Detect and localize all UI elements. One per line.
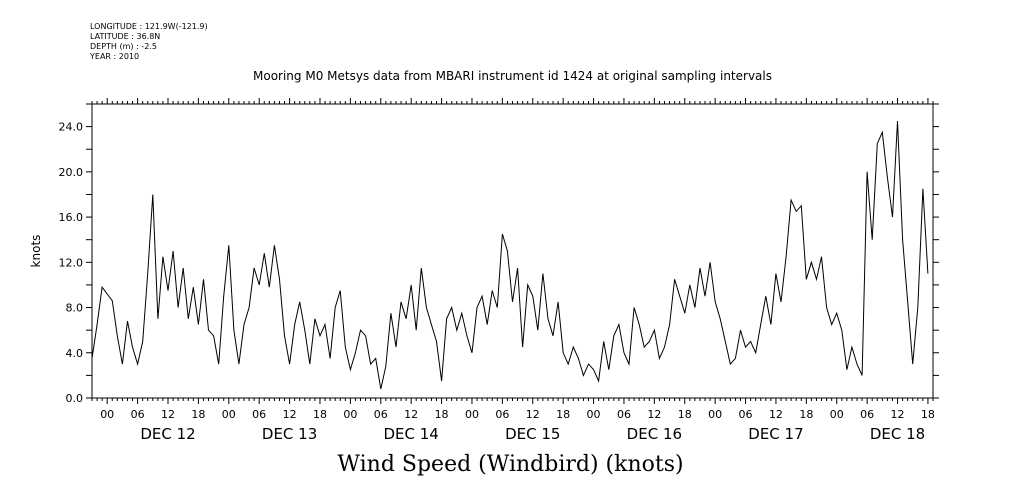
year-label: YEAR : 2010 [90,52,140,61]
x-day-label: DEC 15 [505,425,560,443]
chart-xlabel: Wind Speed (Windbird) (knots) [337,452,684,477]
x-hour-tick-label: 18 [678,408,692,421]
x-hour-tick-label: 00 [830,408,844,421]
latitude-label: LATITUDE : 36.8N [90,32,161,41]
x-hour-tick-label: 12 [283,408,297,421]
x-day-label: DEC 17 [748,425,803,443]
x-hour-tick-label: 06 [495,408,509,421]
y-tick-label: 24.0 [59,121,84,134]
x-hour-tick-label: 18 [313,408,327,421]
x-hour-tick-label: 00 [465,408,479,421]
y-tick-label: 12.0 [59,256,84,269]
longitude-label: LONGITUDE : 121.9W(-121.9) [90,22,208,31]
x-hour-tick-label: 12 [526,408,540,421]
x-hour-tick-label: 18 [921,408,935,421]
x-day-label: DEC 16 [627,425,682,443]
x-hour-tick-label: 12 [769,408,783,421]
x-day-label: DEC 13 [262,425,317,443]
x-hour-tick-label: 06 [374,408,388,421]
x-hour-tick-label: 12 [891,408,905,421]
y-tick-label: 16.0 [59,211,84,224]
y-axis-label: knots [29,235,43,268]
x-hour-tick-label: 18 [556,408,570,421]
x-hour-tick-label: 18 [191,408,205,421]
y-tick-label: 0.0 [66,392,84,405]
x-hour-tick-label: 00 [222,408,236,421]
x-hour-tick-label: 06 [860,408,874,421]
y-tick-label: 20.0 [59,166,84,179]
x-hour-tick-label: 12 [404,408,418,421]
x-hour-tick-label: 00 [343,408,357,421]
x-day-label: DEC 18 [870,425,925,443]
x-hour-tick-label: 12 [161,408,175,421]
x-day-label: DEC 14 [383,425,438,443]
depth-label: DEPTH (m) : -2.5 [90,42,157,51]
metadata-block: LONGITUDE : 121.9W(-121.9) LATITUDE : 36… [90,22,208,62]
plot-frame [91,103,934,399]
x-hour-tick-label: 00 [100,408,114,421]
x-day-label: DEC 12 [140,425,195,443]
x-hour-tick-label: 00 [708,408,722,421]
x-hour-tick-label: 18 [799,408,813,421]
x-hour-tick-label: 06 [131,408,145,421]
y-tick-label: 8.0 [66,302,84,315]
x-hour-tick-label: 06 [739,408,753,421]
chart-title: Mooring M0 Metsys data from MBARI instru… [253,69,772,83]
x-hour-tick-label: 18 [435,408,449,421]
y-tick-label: 4.0 [66,347,84,360]
x-hour-tick-label: 06 [617,408,631,421]
x-hour-tick-label: 12 [647,408,661,421]
wind-speed-series-line [91,120,929,390]
x-hour-tick-label: 06 [252,408,266,421]
x-hour-tick-label: 00 [587,408,601,421]
